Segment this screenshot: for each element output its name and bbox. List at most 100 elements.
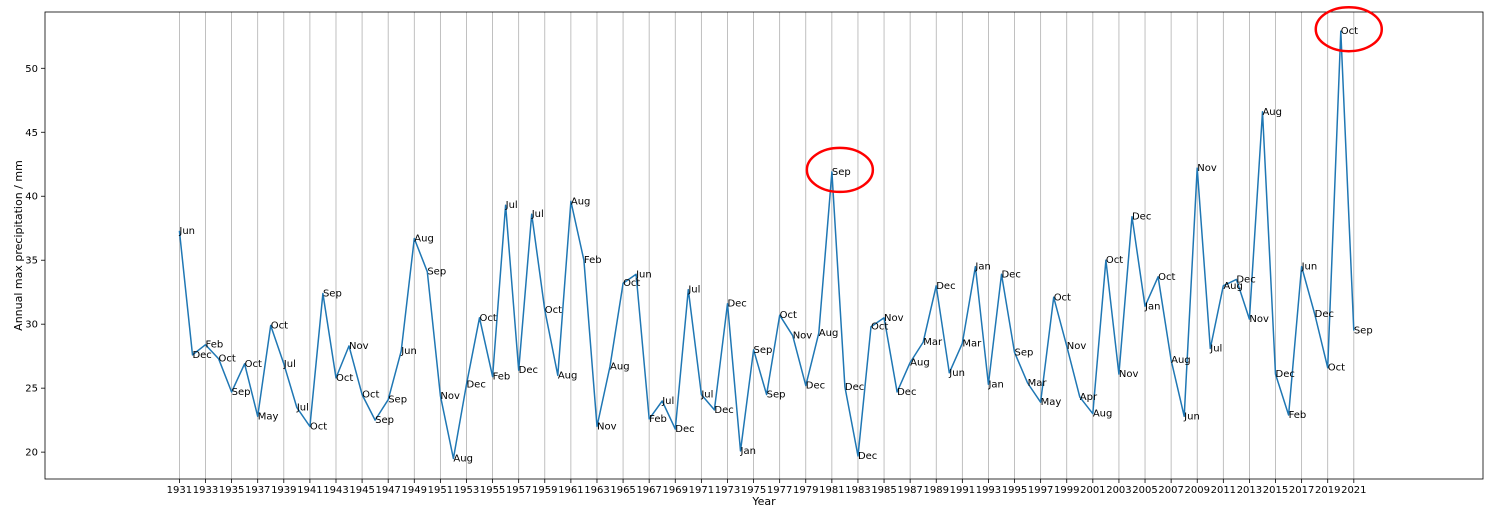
point-label: Oct [310, 422, 327, 433]
x-tick-label: 1935 [219, 485, 244, 496]
point-label: Sep [375, 415, 394, 426]
point-label: Dec [466, 379, 485, 390]
x-tick-label: 2009 [1185, 485, 1210, 496]
point-label: Oct [623, 278, 640, 289]
x-tick-label: 1993 [976, 485, 1001, 496]
point-label: Oct [480, 313, 497, 324]
highlight-circle [1314, 5, 1384, 53]
point-label: Sep [832, 167, 851, 178]
point-label: Mar [1028, 378, 1048, 389]
x-tick-label: 1983 [845, 485, 870, 496]
x-tick-label: 1979 [793, 485, 818, 496]
point-label: Aug [1223, 281, 1243, 292]
point-label: Jul [283, 359, 296, 370]
point-label: Aug [453, 454, 473, 465]
x-tick-label: 2019 [1315, 485, 1340, 496]
y-axis-title: Annual max precipitation / mm [12, 160, 25, 331]
plot-frame [44, 11, 1484, 480]
point-label: Oct [245, 359, 262, 370]
point-label: Dec [858, 451, 877, 462]
point-label: Apr [1080, 392, 1098, 403]
point-label: Mar [923, 337, 943, 348]
point-label: Aug [910, 358, 930, 369]
x-tick-label: 1961 [558, 485, 583, 496]
point-label: Nov [1197, 163, 1217, 174]
point-label: Sep [323, 288, 342, 299]
x-axis-title: Year [751, 495, 776, 508]
point-label: Oct [545, 305, 562, 316]
x-tick-label: 1999 [1054, 485, 1079, 496]
x-axis: 1931 1933 1935 1937 1939 1941 1943 1945 1947 1949… [167, 479, 1367, 496]
x-tick-label: 1981 [819, 485, 844, 496]
x-tick-label: 1995 [1002, 485, 1027, 496]
y-tick-label: 40 [25, 192, 38, 203]
point-label: Aug [571, 196, 591, 207]
point-label: Aug [1262, 107, 1282, 118]
x-tick-label: 2001 [1080, 485, 1105, 496]
x-tick-label: 1953 [454, 485, 479, 496]
x-tick-label: 1973 [715, 485, 740, 496]
point-label: Jun [400, 346, 417, 357]
point-label: Oct [219, 354, 236, 365]
x-tick-label: 1957 [506, 485, 531, 496]
x-tick-label: 2011 [1211, 485, 1236, 496]
point-label: Dec [1236, 274, 1255, 285]
x-tick-label: 1965 [610, 485, 635, 496]
point-label: Feb [584, 255, 602, 266]
point-label: Oct [336, 373, 353, 384]
x-tick-label: 2013 [1237, 485, 1262, 496]
point-label: Jan [974, 262, 990, 273]
x-tick-label: 1959 [532, 485, 557, 496]
point-label: Feb [649, 414, 667, 425]
x-tick-label: 1931 [167, 485, 192, 496]
annotations [805, 5, 1384, 194]
point-label: Oct [1158, 272, 1175, 283]
x-tick-label: 2017 [1289, 485, 1314, 496]
y-tick-label: 20 [25, 448, 38, 459]
x-tick-label: 1975 [741, 485, 766, 496]
x-tick-label: 1943 [323, 485, 348, 496]
x-tick-label: 1949 [402, 485, 427, 496]
highlight-circle [805, 146, 875, 194]
x-tick-label: 1987 [897, 485, 922, 496]
point-label: Aug [610, 361, 630, 372]
x-tick-label: 1947 [375, 485, 400, 496]
point-label: Nov [597, 422, 617, 433]
grid-layer [179, 12, 1355, 479]
point-label: Oct [780, 310, 797, 321]
point-label: Dec [897, 387, 916, 398]
point-label: Oct [271, 320, 288, 331]
point-label: Dec [1315, 309, 1334, 320]
y-tick-label: 45 [25, 128, 38, 139]
point-label: Nov [1119, 369, 1139, 380]
series-line [178, 30, 1355, 460]
x-tick-label: 2003 [1106, 485, 1131, 496]
x-tick-label: 1989 [924, 485, 949, 496]
point-label: Dec [845, 382, 864, 393]
point-label: Jul [1209, 343, 1222, 354]
point-label: Nov [884, 313, 904, 324]
point-label: Oct [1328, 363, 1345, 374]
point-label: Dec [192, 350, 211, 361]
point-label: Dec [675, 424, 694, 435]
x-tick-label: 1939 [271, 485, 296, 496]
point-label: Aug [414, 233, 434, 244]
point-label: Sep [232, 387, 251, 398]
x-tick-label: 1977 [767, 485, 792, 496]
point-label: Feb [1289, 410, 1307, 421]
point-label: Jul [687, 285, 700, 296]
point-label: Dec [1001, 269, 1020, 280]
x-tick-label: 1955 [480, 485, 505, 496]
x-tick-label: 2021 [1341, 485, 1366, 496]
point-label: Oct [1341, 26, 1358, 37]
point-label: May [258, 411, 279, 422]
point-label: Dec [1132, 212, 1151, 223]
point-label: Jan [987, 379, 1003, 390]
point-label: Oct [1106, 255, 1123, 266]
x-tick-label: 1945 [349, 485, 374, 496]
point-label: Dec [714, 405, 733, 416]
point-label: Dec [806, 381, 825, 392]
x-tick-label: 1951 [428, 485, 453, 496]
point-label: Aug [819, 328, 839, 339]
